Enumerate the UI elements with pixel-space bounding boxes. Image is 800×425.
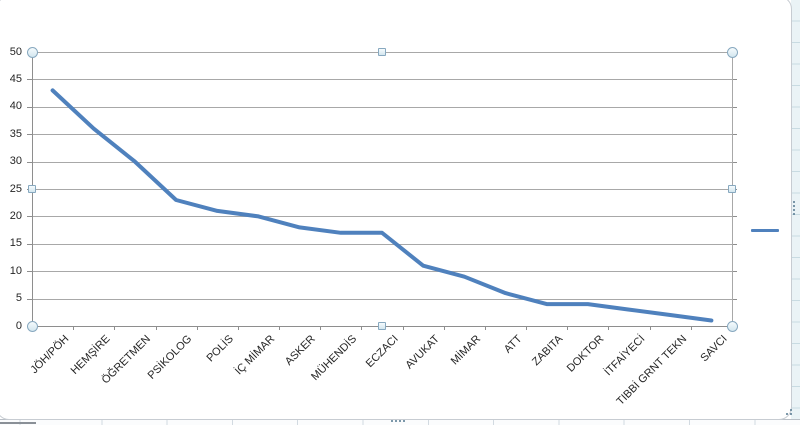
y-axis-tick-label[interactable]: 0 (15, 319, 22, 332)
y-axis-tick-label[interactable]: 10 (9, 264, 22, 277)
worksheet-cell-fragment (0, 422, 36, 424)
worksheet-right-strip (791, 0, 800, 424)
resize-grip-dot[interactable] (786, 413, 788, 415)
plot-edge-handle[interactable] (28, 185, 36, 193)
legend-line-marker[interactable] (751, 229, 779, 232)
y-axis-tick-label[interactable]: 50 (9, 45, 22, 58)
chart-area-frame[interactable] (0, 0, 792, 420)
y-axis-tick-label[interactable]: 35 (9, 127, 22, 140)
plot-corner-handle[interactable] (726, 46, 738, 58)
y-axis-tick-label[interactable]: 30 (9, 155, 22, 168)
y-axis-tick-label[interactable]: 20 (9, 209, 22, 222)
plot-edge-handle[interactable] (728, 185, 736, 193)
resize-grip-dot[interactable] (403, 420, 405, 422)
plot-edge-handle[interactable] (378, 48, 386, 56)
resize-grip-dot[interactable] (793, 201, 795, 203)
plot-corner-handle[interactable] (26, 320, 38, 332)
plot-edge-handle[interactable] (378, 322, 386, 330)
y-axis-tick-label[interactable]: 40 (9, 100, 22, 113)
plot-corner-handle[interactable] (26, 46, 38, 58)
resize-grip-dot[interactable] (790, 413, 792, 415)
y-axis-tick-label[interactable]: 25 (9, 182, 22, 195)
resize-grip-dot[interactable] (793, 213, 795, 215)
resize-grip-dot[interactable] (793, 205, 795, 207)
resize-grip-dot[interactable] (790, 409, 792, 411)
y-axis-tick-label[interactable]: 5 (15, 292, 22, 305)
y-axis-tick-label[interactable]: 45 (9, 72, 22, 85)
resize-grip-dot[interactable] (793, 209, 795, 211)
resize-grip-dot[interactable] (399, 420, 401, 422)
plot-corner-handle[interactable] (726, 320, 738, 332)
resize-grip-dot[interactable] (395, 420, 397, 422)
resize-grip-dot[interactable] (391, 420, 393, 422)
y-axis-tick-label[interactable]: 15 (9, 237, 22, 250)
series-line[interactable] (50, 88, 714, 323)
